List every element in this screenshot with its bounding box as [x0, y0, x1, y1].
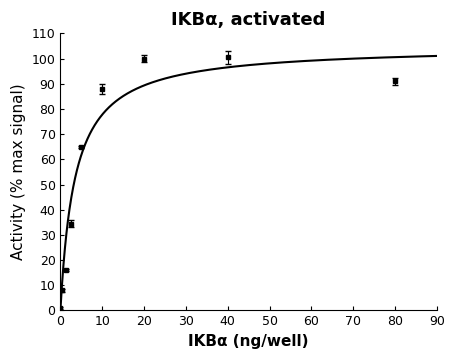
X-axis label: IKBα (ng/well): IKBα (ng/well): [188, 334, 308, 349]
Title: IKBα, activated: IKBα, activated: [171, 11, 325, 29]
Y-axis label: Activity (% max signal): Activity (% max signal): [11, 84, 26, 260]
